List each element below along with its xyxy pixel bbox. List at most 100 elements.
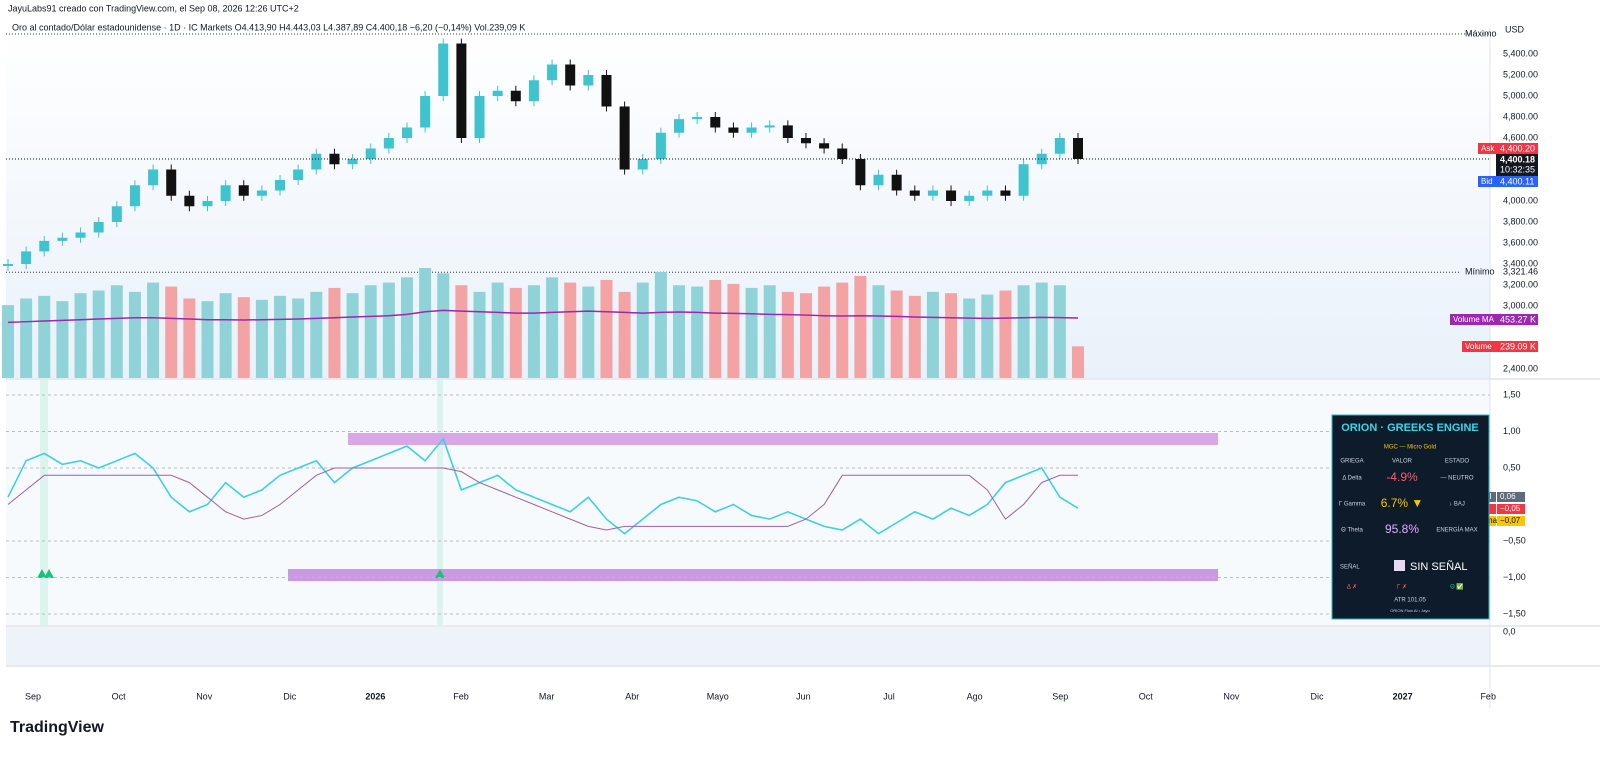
y-tick-label: 4,000.00 xyxy=(1503,195,1538,205)
candle xyxy=(1073,138,1083,159)
volume-bar xyxy=(799,293,812,378)
volume-bar xyxy=(691,286,704,378)
volume-bar xyxy=(763,285,776,378)
candle xyxy=(510,90,521,102)
panel-title: ORION · GREEKS ENGINE xyxy=(1341,422,1479,434)
oscillator-delta xyxy=(7,437,1079,535)
volume-bar xyxy=(328,287,341,378)
x-tick-label: Sep xyxy=(25,691,41,701)
x-tick-label: Jun xyxy=(796,691,811,701)
panel xyxy=(1331,414,1490,620)
bid: 4,400.11 xyxy=(1500,176,1534,186)
y-tick-label: 5,000.00 xyxy=(1503,90,1538,100)
candle xyxy=(129,185,140,207)
panel-cell: 95.8% xyxy=(1385,522,1419,536)
volume-bar xyxy=(38,295,51,378)
candle xyxy=(692,117,703,120)
candle xyxy=(1054,138,1065,154)
candle xyxy=(474,96,485,138)
candle xyxy=(674,119,685,133)
ask-tag xyxy=(1478,142,1538,154)
last-tag xyxy=(1496,153,1538,176)
volume-bar xyxy=(473,291,486,378)
candle xyxy=(184,195,195,207)
volume-bar xyxy=(419,268,432,378)
panel-check: Θ ✅ xyxy=(1450,583,1464,591)
volume-bar xyxy=(400,277,413,378)
candle xyxy=(148,169,159,186)
candle xyxy=(275,180,286,191)
candle xyxy=(964,195,975,201)
volume-bar xyxy=(945,293,958,378)
volume-bar xyxy=(908,295,921,378)
candle xyxy=(728,127,739,133)
volume-bar xyxy=(981,294,994,378)
volume-bar xyxy=(310,291,323,378)
volume-bar xyxy=(2,305,14,378)
lower-pane xyxy=(6,627,1490,665)
candle xyxy=(256,190,267,196)
candle xyxy=(93,222,104,233)
min-value: 3,321.46 xyxy=(1503,266,1538,276)
candle xyxy=(1000,190,1011,196)
candle xyxy=(655,132,666,159)
signal-swatch xyxy=(1394,560,1405,571)
panel-header: GRIEGA xyxy=(1340,459,1363,465)
candle xyxy=(547,64,558,81)
candle xyxy=(311,153,322,170)
panel-cell: -4.9% xyxy=(1386,470,1418,484)
candle xyxy=(365,148,376,159)
volume-bar xyxy=(727,283,740,378)
volume-bar xyxy=(1035,282,1048,378)
x-tick-label: Nov xyxy=(196,691,213,701)
volume-bar xyxy=(455,285,468,378)
x-tick-label: Abr xyxy=(625,691,639,701)
candle xyxy=(710,117,721,128)
symbol-line: Oro al contado/Dólar estadounidense · 1D… xyxy=(12,22,525,32)
volume-bar xyxy=(582,286,595,378)
y-tick-label: 5,200.00 xyxy=(1503,69,1538,79)
volume-bar xyxy=(818,286,831,378)
x-tick-label: Feb xyxy=(453,691,469,701)
y-tick-label: 4,800.00 xyxy=(1503,111,1538,121)
x-tick-label: Ago xyxy=(967,691,983,701)
candle xyxy=(111,206,122,222)
candle xyxy=(782,125,793,138)
panel-signal-label: SEÑAL xyxy=(1340,564,1360,571)
volume-bar xyxy=(1072,346,1084,378)
volume-ma-label: Volume MA xyxy=(1453,315,1495,324)
y-tick-label: 1,00 xyxy=(1503,426,1521,436)
panel-check: Γ ✗ xyxy=(1397,584,1407,591)
candle xyxy=(347,159,358,165)
upper-band xyxy=(348,433,1218,445)
candle xyxy=(746,127,757,133)
volume-bar xyxy=(219,293,232,378)
panel-cell: Γ Gamma xyxy=(1339,502,1366,508)
candle xyxy=(220,185,231,201)
osc-tag-value-bg xyxy=(1497,504,1525,514)
candle xyxy=(819,143,830,149)
volume-bar xyxy=(165,286,178,378)
y-tick-label: −1,00 xyxy=(1503,572,1526,582)
panel-cell: Θ Theta xyxy=(1341,528,1363,534)
x-tick-label: 2027 xyxy=(1393,691,1413,701)
candle xyxy=(891,174,902,191)
y-tick-label: 0,50 xyxy=(1503,462,1521,472)
candle xyxy=(637,159,648,170)
candle xyxy=(383,138,394,149)
volume-bar xyxy=(147,282,160,378)
panel-header: VALOR xyxy=(1392,459,1413,465)
panel-cell: — NEUTRO xyxy=(1441,476,1474,482)
candle xyxy=(982,190,993,196)
panel-cell: ENERGÍA MAX xyxy=(1436,527,1477,534)
highlight xyxy=(437,380,443,625)
candle xyxy=(837,148,848,159)
volume-bar xyxy=(382,282,395,378)
volume-bar xyxy=(237,297,250,378)
x-tick-label: 2026 xyxy=(365,691,385,701)
x-tick-label: Dic xyxy=(1311,691,1324,701)
candle xyxy=(565,64,576,86)
candle xyxy=(39,240,50,252)
lower-band xyxy=(288,569,1218,581)
